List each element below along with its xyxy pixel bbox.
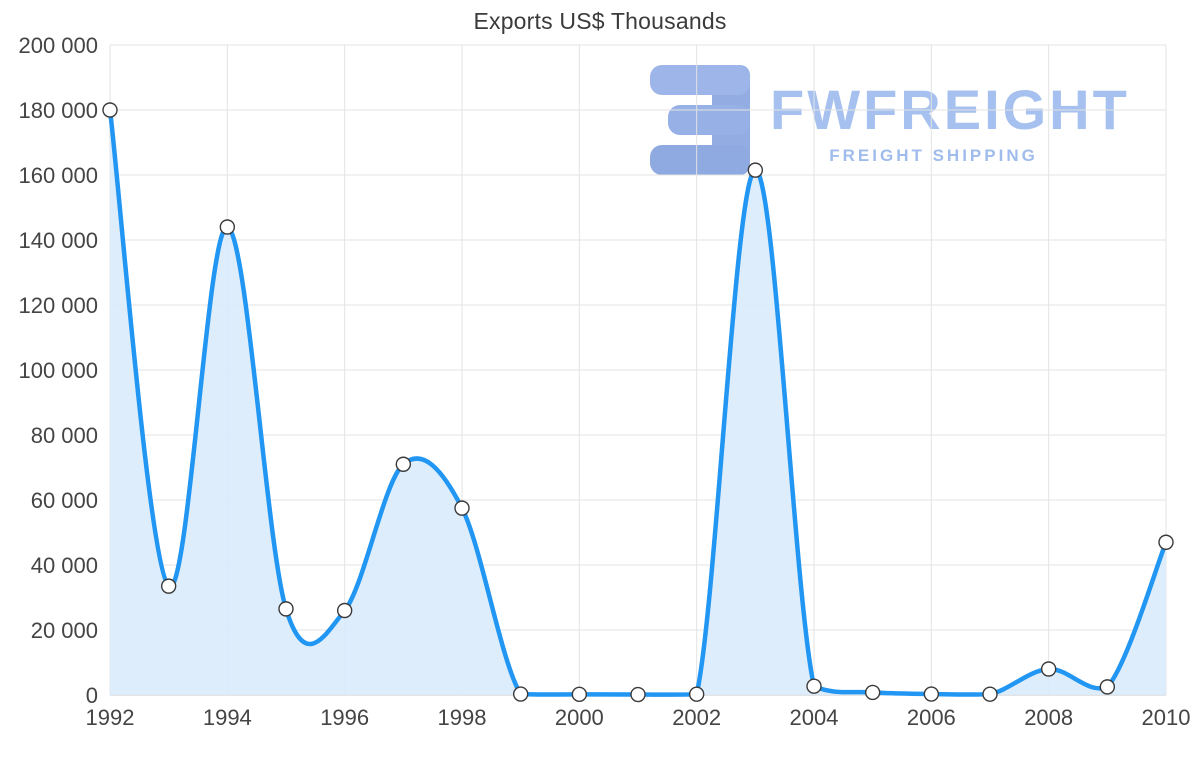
series-area bbox=[110, 110, 1166, 695]
y-axis-label: 120 000 bbox=[18, 293, 98, 318]
y-axis-label: 80 000 bbox=[31, 423, 98, 448]
x-axis-label: 2004 bbox=[790, 705, 839, 730]
y-axis-label: 160 000 bbox=[18, 163, 98, 188]
data-point-marker[interactable] bbox=[160, 578, 177, 594]
x-axis-label: 1992 bbox=[86, 705, 135, 730]
data-point-marker[interactable] bbox=[336, 602, 353, 619]
watermark: FWFREIGHT FREIGHT SHIPPING bbox=[650, 64, 1130, 176]
y-axis-label: 20 000 bbox=[31, 618, 98, 643]
y-axis-label: 60 000 bbox=[31, 488, 98, 513]
x-axis-label: 1998 bbox=[438, 705, 487, 730]
chart-title: Exports US$ Thousands bbox=[473, 8, 727, 34]
data-point-marker[interactable] bbox=[454, 500, 470, 516]
data-point-marker[interactable] bbox=[571, 686, 588, 703]
data-point-marker[interactable] bbox=[982, 686, 998, 702]
data-point-marker[interactable] bbox=[1040, 661, 1057, 677]
y-axis-label: 180 000 bbox=[18, 98, 98, 123]
data-point-marker[interactable] bbox=[864, 684, 881, 701]
data-point-marker[interactable] bbox=[1099, 679, 1116, 695]
data-point-marker[interactable] bbox=[630, 686, 646, 703]
data-point-marker[interactable] bbox=[219, 219, 236, 235]
data-point-marker[interactable] bbox=[923, 686, 940, 702]
x-axis-label: 2000 bbox=[555, 705, 604, 730]
data-point-marker[interactable] bbox=[278, 601, 294, 617]
y-axis-label: 200 000 bbox=[18, 33, 98, 58]
data-point-marker[interactable] bbox=[806, 678, 822, 694]
data-point-marker[interactable] bbox=[1158, 534, 1174, 550]
y-axis-label: 100 000 bbox=[18, 358, 98, 383]
fwfreight-logo-icon bbox=[650, 65, 750, 175]
data-point-marker[interactable] bbox=[395, 456, 412, 472]
data-point-marker[interactable] bbox=[688, 686, 705, 702]
x-axis-label: 2002 bbox=[672, 705, 721, 730]
y-axis-label: 0 bbox=[86, 683, 98, 708]
data-point-marker[interactable] bbox=[747, 162, 764, 178]
y-axis-label: 140 000 bbox=[18, 228, 98, 253]
x-axis-label: 1994 bbox=[203, 705, 252, 730]
y-axis-label: 40 000 bbox=[31, 553, 98, 578]
data-point-marker[interactable] bbox=[102, 102, 118, 118]
x-axis-label: 2008 bbox=[1024, 705, 1073, 730]
x-axis-label: 2010 bbox=[1142, 705, 1191, 730]
data-point-marker[interactable] bbox=[512, 686, 529, 702]
x-axis-label: 1996 bbox=[320, 705, 369, 730]
watermark-tagline: FREIGHT SHIPPING bbox=[829, 146, 1038, 165]
x-axis-label: 2006 bbox=[907, 705, 956, 730]
